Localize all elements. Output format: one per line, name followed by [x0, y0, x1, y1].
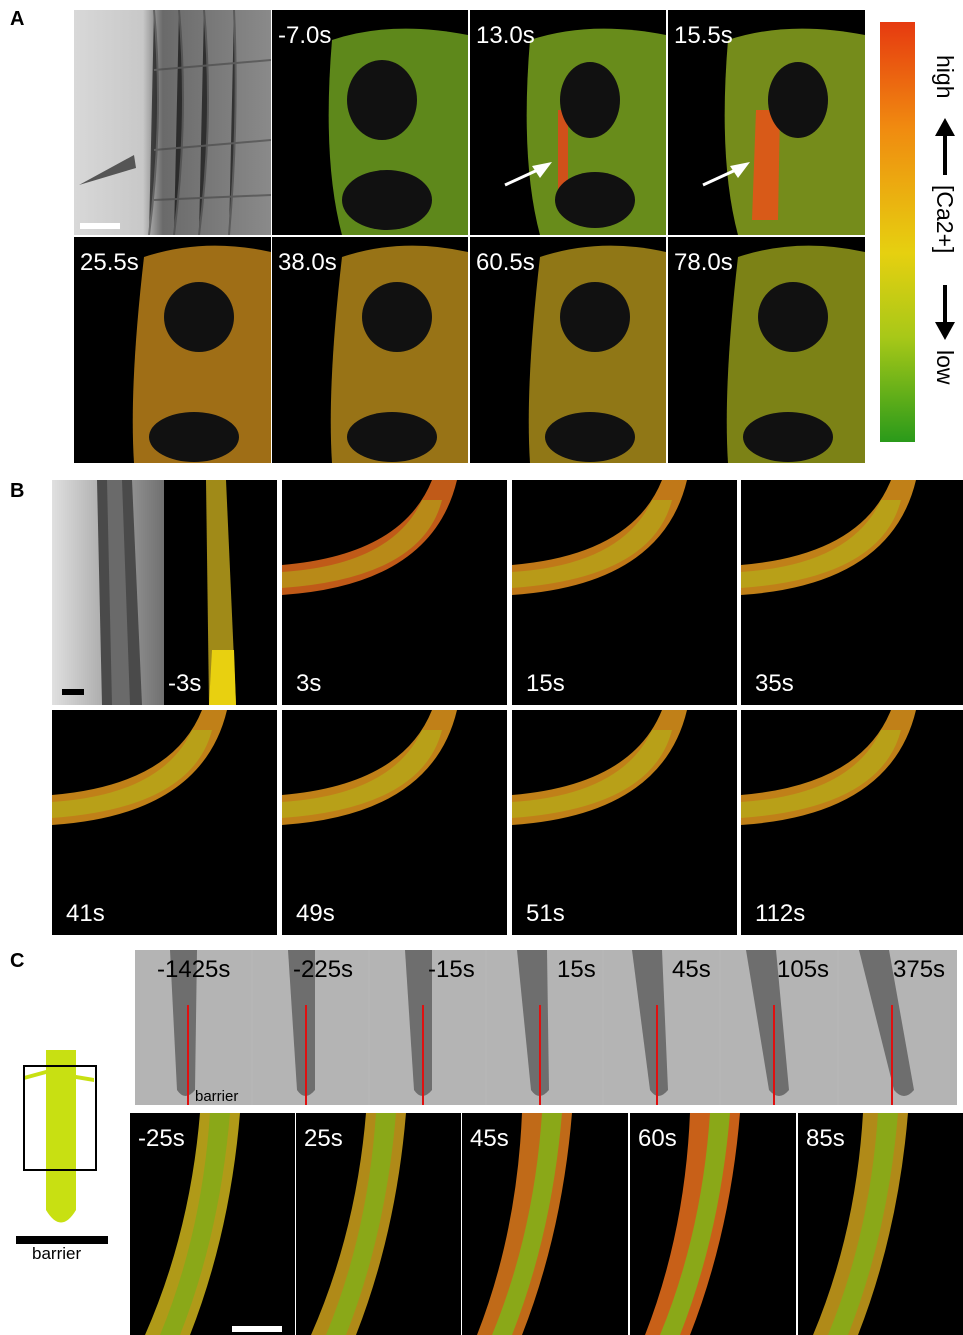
- a-fluor-image: -7.0s: [272, 10, 468, 235]
- root-schematic: barrier: [14, 1050, 114, 1270]
- red-reference-line: [539, 1005, 541, 1105]
- scale-bar: [232, 1326, 282, 1332]
- time-label: 112s: [755, 900, 806, 927]
- red-reference-line: [891, 1005, 893, 1105]
- b-fluor-image: 15s: [512, 480, 737, 705]
- red-reference-line: [656, 1005, 658, 1105]
- time-label: 60.5s: [476, 249, 535, 276]
- arrow-down-icon: [935, 322, 955, 340]
- time-label: 51s: [526, 900, 565, 927]
- c-fluor-image: 85s: [798, 1113, 963, 1335]
- time-label: -1425s: [157, 956, 231, 983]
- scale-bar: [80, 223, 120, 229]
- time-label: 15.5s: [674, 22, 733, 49]
- time-label: 38.0s: [278, 249, 337, 276]
- scale-bar: [62, 689, 84, 695]
- time-label: 13.0s: [476, 22, 535, 49]
- time-label: -3s: [168, 670, 202, 697]
- c-fluor-image: 45s: [462, 1113, 628, 1335]
- c-fluor-image: 60s: [630, 1113, 796, 1335]
- colorbar-ion-label: [Ca2+]: [932, 185, 958, 254]
- time-label: 25.5s: [80, 249, 139, 276]
- a-fluor-image: 38.0s: [272, 237, 468, 463]
- arrow-up-shaft: [943, 135, 947, 175]
- a-fluor-image: 25.5s: [74, 237, 271, 463]
- time-label: 15s: [557, 956, 596, 983]
- c-brightfield-image: 15s: [487, 950, 602, 1105]
- b-fluor-image: 3s: [282, 480, 507, 705]
- panel-b-label: B: [10, 480, 25, 502]
- time-label: 45s: [470, 1125, 509, 1152]
- time-label: 375s: [893, 956, 946, 983]
- schematic-barrier-label: barrier: [32, 1244, 82, 1263]
- a-brightfield-image: [74, 10, 271, 235]
- red-reference-line: [773, 1005, 775, 1105]
- time-label: -25s: [138, 1125, 185, 1152]
- time-label: 85s: [806, 1125, 845, 1152]
- c-brightfield-image: -15s: [370, 950, 485, 1105]
- time-label: 25s: [304, 1125, 343, 1152]
- calcium-colorbar: [880, 22, 915, 442]
- c-brightfield-image: -225s: [253, 950, 368, 1105]
- time-label: 41s: [66, 900, 105, 927]
- b-fluor-image: 41s: [52, 710, 277, 935]
- c-brightfield-image: -1425s barrier: [135, 950, 251, 1105]
- time-label: 60s: [638, 1125, 677, 1152]
- a-fluor-image: 13.0s: [470, 10, 666, 235]
- time-label: 15s: [526, 670, 565, 697]
- c-brightfield-image: 105s: [721, 950, 837, 1105]
- time-label: 35s: [755, 670, 794, 697]
- b-fluor-image: 112s: [741, 710, 963, 935]
- barrier-label: barrier: [195, 1088, 239, 1105]
- red-reference-line: [305, 1005, 307, 1105]
- a-fluor-image: 78.0s: [668, 237, 865, 463]
- arrow-up-icon: [935, 118, 955, 136]
- time-label: -15s: [428, 956, 475, 983]
- c-fluor-image: -25s: [130, 1113, 295, 1335]
- a-fluor-image: 60.5s: [470, 237, 666, 463]
- b-fluor-image: 35s: [741, 480, 963, 705]
- time-label: 78.0s: [674, 249, 733, 276]
- b-fluor-image: 51s: [512, 710, 737, 935]
- b-brightfield-image: [52, 480, 164, 705]
- time-label: -225s: [293, 956, 354, 983]
- time-label: 45s: [672, 956, 711, 983]
- colorbar-high-label: high: [932, 55, 958, 99]
- red-reference-line: [187, 1005, 189, 1105]
- c-fluor-image: 25s: [296, 1113, 461, 1335]
- a-fluor-image: 15.5s: [668, 10, 865, 235]
- b-fluor-image: -3s: [164, 480, 277, 705]
- panel-c-label: C: [10, 950, 25, 972]
- red-reference-line: [422, 1005, 424, 1105]
- c-brightfield-image: 45s: [604, 950, 719, 1105]
- c-brightfield-image: 375s: [839, 950, 957, 1105]
- time-label: -7.0s: [278, 22, 332, 49]
- arrow-down-shaft: [943, 285, 947, 325]
- b-fluor-image: 49s: [282, 710, 507, 935]
- panel-a-label: A: [10, 8, 25, 30]
- time-label: 105s: [777, 956, 830, 983]
- colorbar-low-label: low: [932, 350, 958, 385]
- time-label: 3s: [296, 670, 322, 697]
- time-label: 49s: [296, 900, 335, 927]
